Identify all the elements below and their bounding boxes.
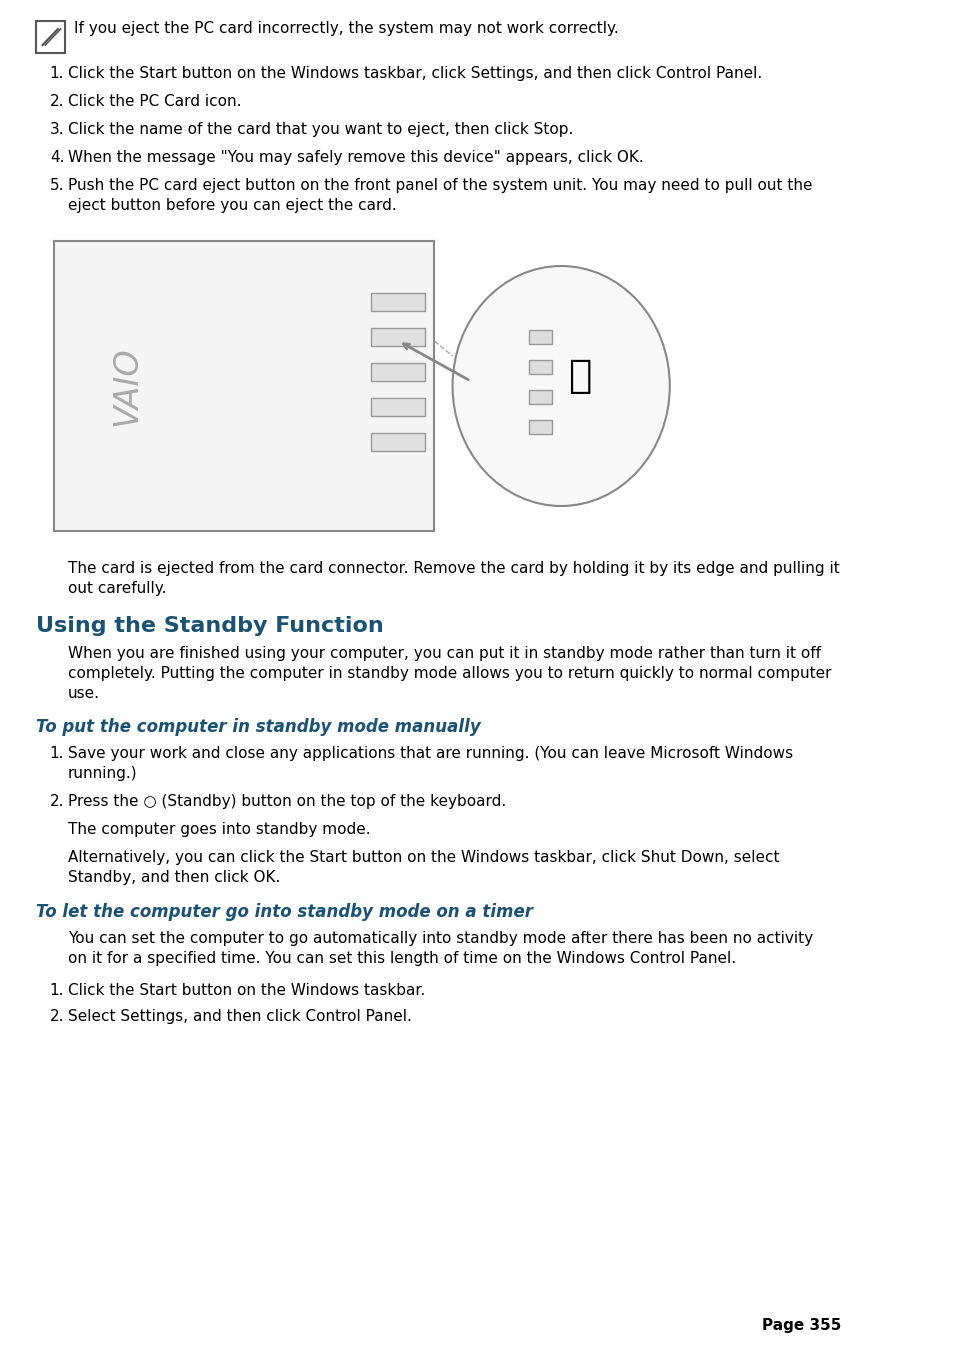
Text: Standby, and then click OK.: Standby, and then click OK. [68, 870, 280, 885]
FancyBboxPatch shape [371, 434, 425, 451]
Text: Select Settings, and then click Control Panel.: Select Settings, and then click Control … [68, 1009, 412, 1024]
Text: Press the ○ (Standby) button on the top of the keyboard.: Press the ○ (Standby) button on the top … [68, 794, 506, 809]
FancyBboxPatch shape [371, 328, 425, 346]
FancyBboxPatch shape [371, 293, 425, 311]
Text: 1.: 1. [50, 746, 64, 761]
Text: The card is ejected from the card connector. Remove the card by holding it by it: The card is ejected from the card connec… [68, 561, 839, 576]
FancyBboxPatch shape [371, 399, 425, 416]
Text: 5.: 5. [50, 178, 64, 193]
Text: on it for a specified time. You can set this length of time on the Windows Contr: on it for a specified time. You can set … [68, 951, 735, 966]
Text: use.: use. [68, 686, 100, 701]
Text: 4.: 4. [50, 150, 64, 165]
Text: running.): running.) [68, 766, 137, 781]
Circle shape [452, 266, 669, 507]
Text: Alternatively, you can click the Start button on the Windows taskbar, click Shut: Alternatively, you can click the Start b… [68, 850, 779, 865]
Text: 1.: 1. [50, 66, 64, 81]
Text: You can set the computer to go automatically into standby mode after there has b: You can set the computer to go automatic… [68, 931, 812, 946]
Text: 2.: 2. [50, 1009, 64, 1024]
Text: Using the Standby Function: Using the Standby Function [36, 616, 383, 636]
Text: To let the computer go into standby mode on a timer: To let the computer go into standby mode… [36, 902, 533, 921]
FancyBboxPatch shape [36, 22, 65, 53]
Text: Save your work and close any applications that are running. (You can leave Micro: Save your work and close any application… [68, 746, 792, 761]
Text: 3.: 3. [50, 122, 65, 136]
FancyBboxPatch shape [371, 363, 425, 381]
Text: Click the Start button on the Windows taskbar, click Settings, and then click Co: Click the Start button on the Windows ta… [68, 66, 761, 81]
Text: completely. Putting the computer in standby mode allows you to return quickly to: completely. Putting the computer in stan… [68, 666, 830, 681]
Text: When the message "You may safely remove this device" appears, click OK.: When the message "You may safely remove … [68, 150, 643, 165]
FancyBboxPatch shape [529, 330, 552, 345]
Text: 2.: 2. [50, 95, 64, 109]
Text: out carefully.: out carefully. [68, 581, 166, 596]
Text: eject button before you can eject the card.: eject button before you can eject the ca… [68, 199, 396, 213]
FancyBboxPatch shape [529, 359, 552, 374]
Text: 1.: 1. [50, 984, 64, 998]
FancyBboxPatch shape [529, 390, 552, 404]
FancyBboxPatch shape [529, 420, 552, 434]
Text: The computer goes into standby mode.: The computer goes into standby mode. [68, 821, 370, 838]
Text: Page 355: Page 355 [761, 1319, 841, 1333]
Text: Push the PC card eject button on the front panel of the system unit. You may nee: Push the PC card eject button on the fro… [68, 178, 812, 193]
FancyBboxPatch shape [54, 240, 434, 531]
Text: Click the name of the card that you want to eject, then click Stop.: Click the name of the card that you want… [68, 122, 573, 136]
Text: Click the Start button on the Windows taskbar.: Click the Start button on the Windows ta… [68, 984, 425, 998]
Text: Click the PC Card icon.: Click the PC Card icon. [68, 95, 241, 109]
Text: VAIO: VAIO [111, 346, 143, 426]
Text: To put the computer in standby mode manually: To put the computer in standby mode manu… [36, 717, 480, 736]
Text: 2.: 2. [50, 794, 64, 809]
Text: 👆: 👆 [567, 357, 590, 394]
Text: When you are finished using your computer, you can put it in standby mode rather: When you are finished using your compute… [68, 646, 820, 661]
Text: If you eject the PC card incorrectly, the system may not work correctly.: If you eject the PC card incorrectly, th… [74, 22, 618, 36]
